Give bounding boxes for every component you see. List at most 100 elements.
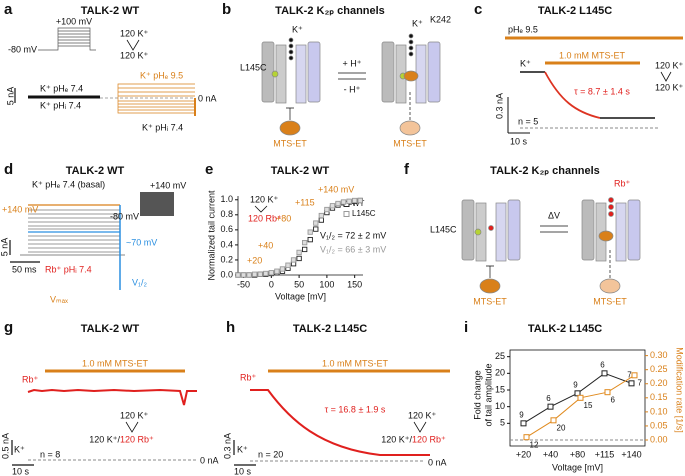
panel-title: TALK-2 K₂ₚ channels (275, 5, 385, 17)
marker (285, 262, 291, 268)
y2-tick-label: 0.25 (650, 364, 668, 374)
label: + H⁺ (342, 58, 361, 68)
marker (601, 370, 608, 377)
y2-tick-label: 0.15 (650, 392, 668, 402)
annotation: +115 (295, 197, 315, 207)
label: 1.0 mM MTS-ET (82, 358, 149, 368)
marker (290, 257, 297, 263)
label: 120 Rb⁺ (120, 434, 154, 444)
panel-title: TALK-2 L145C (293, 323, 367, 335)
label: 120 K⁺ (655, 82, 684, 92)
label: n = 20 (258, 449, 283, 459)
marker (235, 272, 241, 278)
y2-tick-label: 0.20 (650, 378, 668, 388)
marker (520, 420, 527, 427)
y-axis-label: Normalized tail current (206, 190, 216, 281)
label: Rb⁺ (22, 374, 39, 384)
label: 120 K⁺ (655, 60, 684, 70)
label: K⁺ (14, 444, 25, 454)
marker (302, 239, 308, 246)
label: Rb⁺ (240, 372, 257, 382)
marker (302, 246, 308, 253)
annotation: +80 (276, 213, 291, 223)
label: pHₑ 9.5 (508, 24, 538, 34)
panel-letter: b (222, 1, 231, 18)
n-label: 12 (530, 440, 539, 449)
icon (126, 39, 140, 51)
panel-letter: a (4, 1, 13, 18)
annotation: V₁/₂ = 72 ± 2 mV (320, 230, 386, 240)
legend-label: WT (352, 199, 365, 208)
label: 0 nA (428, 457, 447, 467)
n-label: 6 (600, 360, 605, 369)
marker (263, 270, 269, 277)
marker (523, 434, 530, 441)
label: 10 s (510, 136, 528, 146)
marker (268, 270, 274, 276)
panel-letter: c (474, 1, 482, 18)
label: K⁺ pHₑ 9.5 (140, 70, 183, 80)
marker (335, 200, 341, 207)
marker (550, 417, 557, 424)
label: Vₘₐₓ (50, 294, 68, 304)
channel-cartoon (461, 197, 641, 294)
icon (254, 205, 268, 213)
y-axis-label: of tail amplitude (483, 363, 493, 426)
marker (631, 372, 638, 379)
label: 120 K⁺/ (89, 434, 120, 444)
label: 1.0 mM MTS-ET (559, 50, 626, 60)
y-tick-label: 0.8 (220, 209, 233, 219)
n-label: 9 (519, 410, 524, 419)
annotation: +140 mV (318, 184, 354, 194)
x-tick-label: 0 (269, 279, 274, 289)
marker (329, 203, 336, 209)
panel-letter: h (226, 319, 235, 336)
label: 0.3 nA (494, 93, 504, 119)
marker (252, 271, 258, 277)
label: - H⁺ (344, 84, 361, 94)
y-tick-label: 0.6 (220, 224, 233, 234)
marker (577, 394, 584, 401)
marker (307, 229, 313, 235)
icon (660, 71, 672, 82)
label: τ = 16.8 ± 1.9 s (325, 404, 386, 414)
x-tick-label: +115 (595, 449, 615, 459)
label: τ = 8.7 ± 1.4 s (574, 86, 630, 96)
marker (346, 198, 352, 204)
label: MTS-ET (473, 296, 507, 306)
marker (604, 389, 611, 396)
marker (279, 266, 286, 272)
label: 0 nA (198, 93, 217, 103)
y-tick-label: 1.0 (220, 194, 233, 204)
label: L145C (430, 224, 457, 234)
label: +140 mV (150, 180, 186, 190)
marker (257, 271, 263, 277)
label: 5 nA (0, 238, 9, 257)
label: 50 ms (12, 264, 37, 274)
legend-label: L145C (352, 209, 376, 218)
trace (14, 83, 196, 116)
marker (628, 380, 635, 387)
y-tick-label: 10 (495, 401, 505, 411)
label: 120 K⁺/ (381, 434, 412, 444)
y2-tick-label: 0.30 (650, 350, 668, 360)
n-label: 6 (611, 395, 616, 404)
panel-title: TALK-2 L145C (538, 5, 612, 17)
annotation: 120 Rb⁺ (248, 213, 282, 223)
label: Rb⁺ pHᵢ 7.4 (45, 264, 92, 274)
annotation: 120 K⁺ (250, 194, 279, 204)
x-tick-label: 100 (319, 279, 334, 289)
n-label: 9 (573, 380, 578, 389)
label: K⁺ pHᵢ 7.4 (40, 100, 81, 110)
label: 0 nA (200, 455, 219, 465)
label: MTS-ET (273, 138, 307, 148)
marker (318, 217, 324, 223)
label: 1.0 mM MTS-ET (322, 358, 389, 368)
n-label: 6 (546, 394, 551, 403)
marker (296, 249, 302, 256)
panel-letter: i (464, 319, 468, 336)
label: 120 K⁺ (120, 28, 149, 38)
panel-title: TALK-2 WT (81, 5, 140, 17)
label: 120 K⁺ (120, 50, 149, 60)
